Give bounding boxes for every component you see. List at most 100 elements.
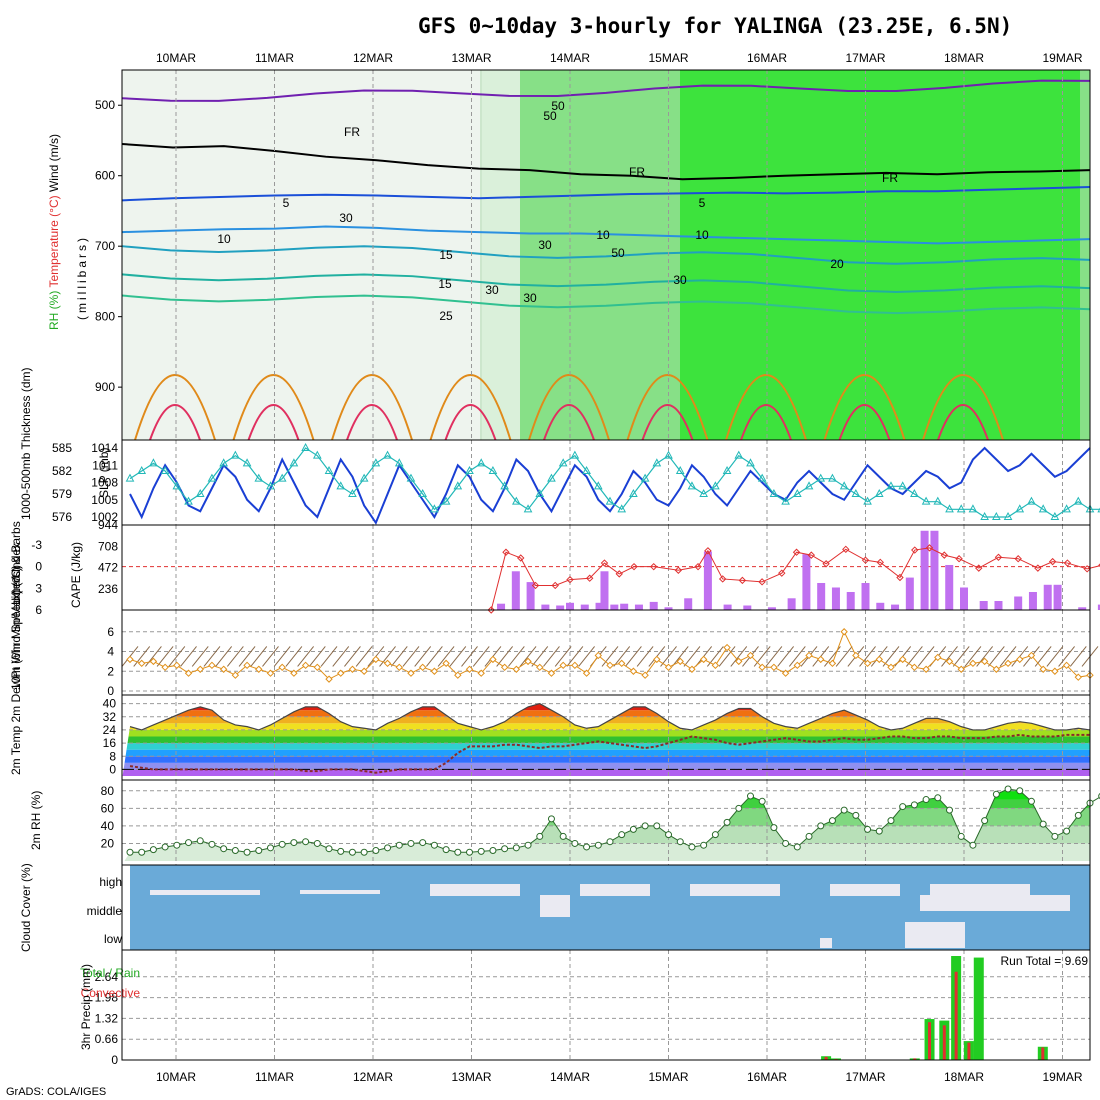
rh-point (1004, 785, 1012, 793)
rh-point (641, 822, 649, 830)
precip-convective-bar (913, 1058, 917, 1060)
contour-30 (543, 404, 595, 441)
wind-speed-point (653, 655, 661, 664)
lifted-index-point (551, 581, 559, 590)
rh-point (840, 806, 848, 814)
rh-point (138, 848, 146, 856)
chart-title: GFS 0~10day 3-hourly for YALINGA (23.25E… (418, 14, 1012, 38)
cloud-gap (830, 884, 900, 896)
rh-band (122, 843, 1090, 861)
precip-label-total: Total / Rain (80, 966, 140, 980)
wind-barb (414, 646, 432, 667)
cape-bar (960, 587, 968, 610)
wind-tick-label: 2 (107, 664, 114, 678)
thickness-point (500, 481, 509, 490)
lifted-index-point (994, 553, 1003, 561)
wind-speed-point (875, 655, 883, 664)
contour-25 (331, 374, 413, 441)
isotherm-line (121, 79, 1091, 102)
thickness-point (547, 473, 556, 482)
wind-barb (1069, 646, 1087, 667)
wind-barb (578, 646, 595, 667)
temperature-tick-label: 40 (103, 697, 117, 711)
wind-speed-point (582, 669, 591, 677)
contour-label: 5 (283, 196, 290, 210)
cloud-gap (905, 922, 965, 948)
cloud-layer-label-middle: middle (87, 904, 123, 918)
temperature-band (122, 723, 1090, 730)
thickness-point (605, 496, 615, 505)
slp-tick-label: 1008 (91, 476, 118, 490)
cape-bar (846, 591, 855, 610)
wind-speed-point (781, 669, 790, 677)
date-label-bottom: 11MAR (255, 1070, 294, 1084)
rh-point (243, 848, 251, 856)
cape-bar (649, 601, 658, 610)
thickness-point (711, 481, 720, 490)
rh-point (817, 822, 825, 830)
rh-point (208, 840, 216, 848)
wind-speed-point (922, 665, 930, 673)
wind-speed-point (138, 659, 146, 668)
wind-speed-point (547, 669, 556, 677)
rh-point (185, 839, 193, 847)
cape-tick-label: 708 (98, 539, 118, 553)
rh-point (934, 794, 942, 802)
date-label-bottom: 15MAR (648, 1070, 688, 1084)
cape-bar (1097, 604, 1100, 610)
rh-point (547, 815, 555, 823)
lifted-index-point (694, 562, 702, 571)
wind-ylabel: 10m Wind Speed (m/s) & Barbs (9, 521, 23, 690)
thickness-point (816, 473, 826, 482)
wind-speed-point (934, 653, 942, 662)
thickness-point (394, 458, 404, 467)
wind-speed-point (992, 665, 1001, 673)
wind-speed-point (571, 661, 579, 670)
rh-point (407, 839, 415, 847)
cape-tick-label: 236 (98, 582, 118, 596)
rh-band (122, 789, 1090, 791)
contour-label: 5 (699, 196, 706, 210)
rh-point (348, 848, 356, 856)
lifted-index-point (674, 566, 683, 574)
wind-barb (191, 646, 209, 667)
rh-band (122, 790, 1090, 800)
contour-FR (121, 143, 1091, 181)
cape-bar (703, 551, 712, 610)
pressure-tick-label: 700 (95, 239, 115, 253)
contour-25 (626, 374, 709, 441)
dewpoint-line (129, 733, 1090, 774)
thickness-point (359, 473, 369, 482)
cape-bar (723, 604, 732, 610)
wind-speed-point (208, 661, 216, 670)
date-label-bottom: 16MAR (747, 1070, 787, 1084)
thickness-point (582, 465, 591, 474)
rh-point (278, 840, 286, 848)
rh-point (536, 832, 544, 840)
date-label-bottom: 18MAR (944, 1070, 984, 1084)
thickness-point (219, 458, 228, 467)
wind-speed-point (231, 671, 240, 679)
contour-30 (444, 404, 497, 441)
lifted-index-point (975, 564, 983, 572)
wind-barb (437, 646, 455, 667)
rh-point (255, 846, 263, 854)
rh-ylabel: 2m RH (%) (29, 791, 43, 850)
rh-point (466, 848, 474, 856)
cloud-gap (430, 884, 520, 896)
thickness-point (512, 496, 521, 505)
rh-tick-label: 20 (101, 836, 115, 850)
upper-air-ylabel: RH (%) Temperature (°C) Wind (m/s) (47, 134, 61, 330)
date-label-top: 12MAR (353, 51, 393, 65)
thickness-point (886, 481, 896, 490)
thickness-point (933, 496, 943, 505)
contour-25 (134, 374, 216, 441)
thickness-point (231, 450, 240, 459)
cape-bar (1014, 596, 1023, 610)
contour-label: FR (629, 165, 645, 179)
wind-barb (332, 646, 350, 667)
lifted-index-point (566, 575, 574, 584)
wind-speed-point (688, 665, 696, 673)
thickness-point (851, 488, 861, 497)
wind-speed-point (1039, 665, 1047, 673)
